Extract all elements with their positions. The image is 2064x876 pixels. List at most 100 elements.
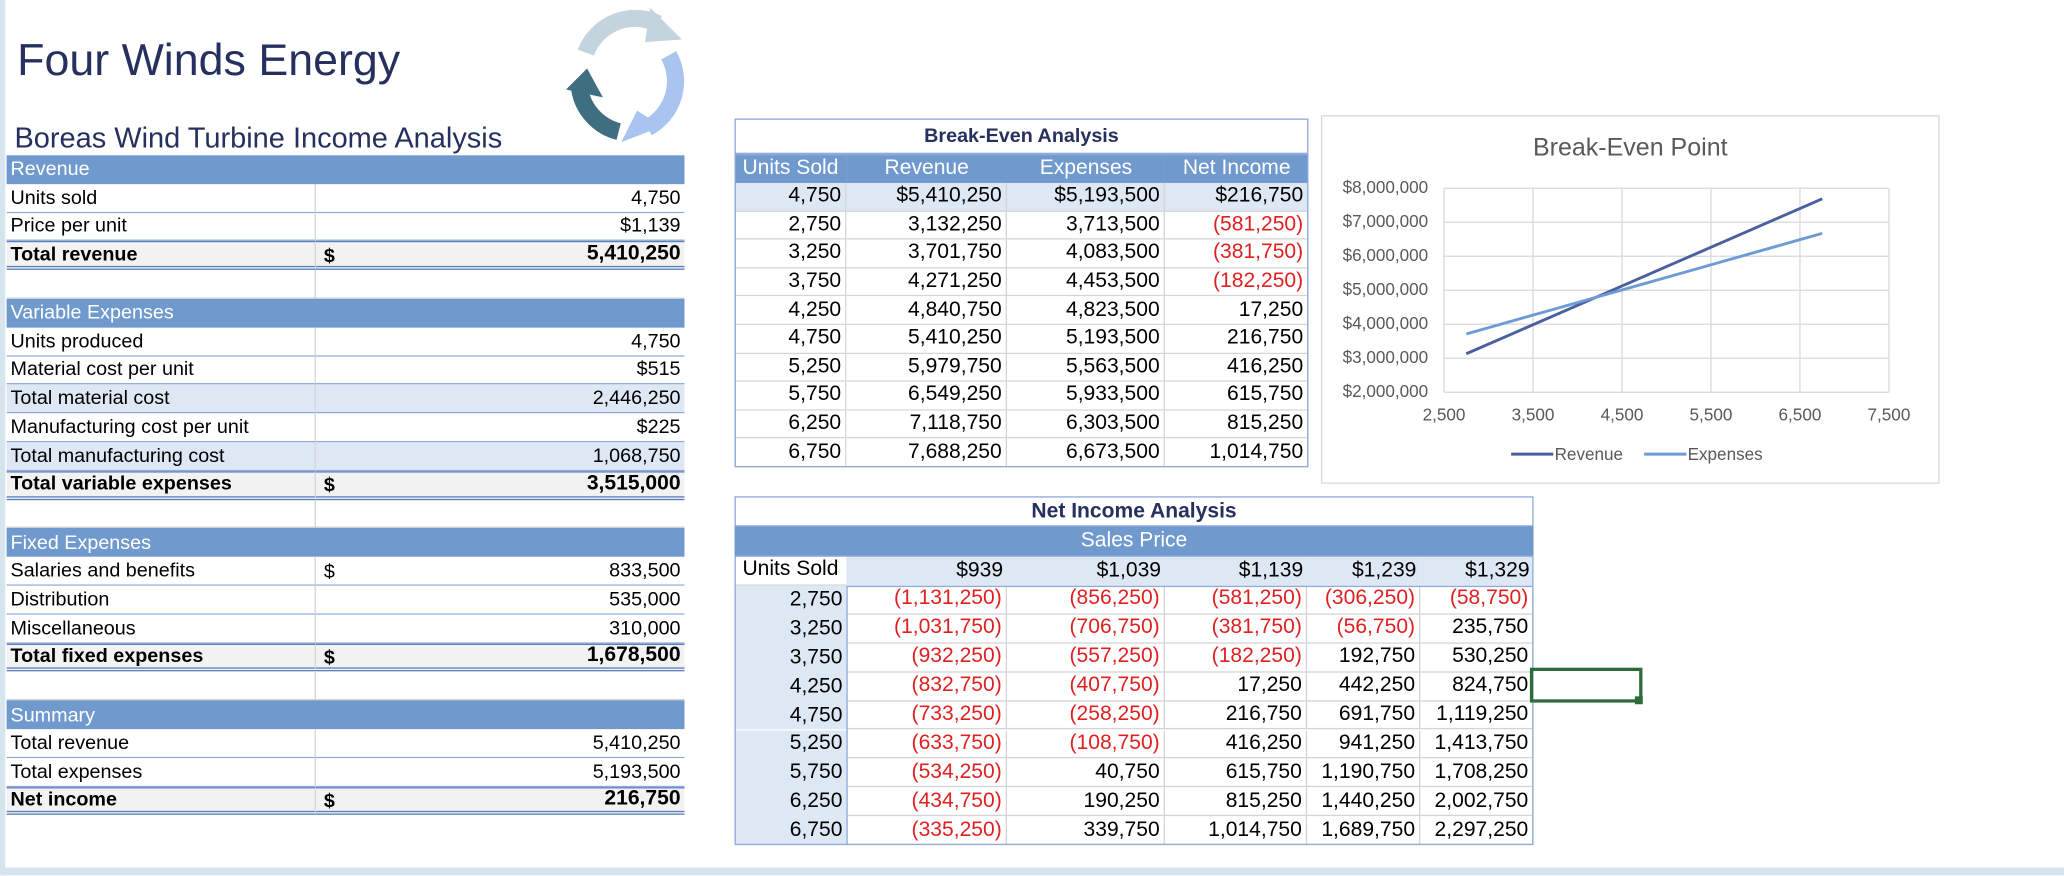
section-header: Variable Expenses	[6, 298, 685, 328]
table-cell: (932,250)	[846, 643, 1007, 673]
row-value: 5,410,250	[315, 241, 685, 271]
row-value: 2,446,250	[315, 384, 685, 414]
table-cell: 6,673,500	[1006, 438, 1165, 468]
table-cell: 416,250	[1164, 729, 1308, 759]
table-cell: 941,250	[1307, 729, 1421, 759]
table-cell: 691,750	[1307, 701, 1421, 730]
x-tick-label: 6,500	[1779, 405, 1822, 424]
table-cell: 3,132,250	[846, 211, 1007, 240]
table-cell: 40,750	[1006, 758, 1165, 788]
row-label: Manufacturing cost per unit	[6, 413, 316, 443]
row-currency: $	[323, 560, 335, 583]
row-label: Distribution	[6, 585, 316, 615]
y-tick-label: $8,000,000	[1343, 178, 1429, 197]
row-label: Total fixed expenses	[6, 643, 316, 672]
row-value: 1,678,500	[315, 643, 685, 672]
table-cell: (557,250)	[1006, 643, 1165, 673]
table-cell: 17,250	[1164, 296, 1309, 326]
y-tick-label: $3,000,000	[1343, 348, 1429, 367]
table-cell: 442,250	[1307, 672, 1421, 702]
x-tick-label: 3,500	[1512, 405, 1555, 424]
cycle-icon	[566, 7, 685, 143]
units-cell: 6,750	[734, 816, 847, 846]
table-cell: 216,750	[1164, 325, 1309, 354]
price-header: $1,239	[1307, 555, 1421, 586]
legend-label: Revenue	[1555, 445, 1623, 464]
table-cell: 7,688,250	[846, 438, 1007, 468]
table-cell: (182,250)	[1164, 643, 1308, 673]
corner-header: Units Sold	[734, 555, 847, 586]
units-cell: 4,750	[734, 701, 847, 730]
row-label: Units produced	[6, 327, 316, 357]
x-tick-label: 7,500	[1868, 405, 1911, 424]
row-value: 833,500	[315, 557, 685, 586]
table-cell: (407,750)	[1006, 672, 1165, 702]
column-header: Units Sold	[734, 154, 847, 183]
table-cell: (434,750)	[846, 787, 1007, 817]
table-cell: (108,750)	[1006, 729, 1165, 759]
frame-bottom	[0, 867, 2064, 876]
title: Four Winds Energy	[17, 35, 401, 86]
row-value: 310,000	[315, 614, 685, 644]
table-cell: 416,250	[1164, 353, 1309, 382]
row-label: Total revenue	[6, 729, 316, 758]
row-label: Net income	[6, 786, 316, 816]
table-cell: 5,933,500	[1006, 381, 1165, 411]
x-tick-label: 4,500	[1601, 405, 1644, 424]
row-label: Salaries and benefits	[6, 557, 316, 586]
legend-label: Expenses	[1688, 445, 1763, 464]
selected-cell	[1529, 667, 1643, 703]
series-line	[1465, 231, 1823, 336]
table-cell: 4,823,500	[1006, 296, 1165, 326]
section-header: Summary	[6, 700, 685, 730]
row-value: 5,410,250	[315, 729, 685, 758]
fill-handle	[1634, 696, 1643, 705]
table-cell: (258,250)	[1006, 701, 1165, 730]
table-cell: 4,250	[734, 296, 847, 326]
units-cell: 3,750	[734, 643, 847, 673]
table-cell: 4,840,750	[846, 296, 1007, 326]
blank-row	[6, 672, 685, 701]
table-cell: $5,410,250	[846, 182, 1007, 212]
table-cell: 4,453,500	[1006, 268, 1165, 297]
section-header: Fixed Expenses	[6, 528, 685, 558]
row-currency: $	[323, 646, 335, 669]
table-cell: 5,410,250	[846, 325, 1007, 354]
table-border	[734, 154, 1309, 468]
y-tick-label: $4,000,000	[1343, 314, 1429, 333]
table-cell: (1,031,750)	[846, 614, 1007, 644]
blank-divider	[7, 499, 316, 529]
table-cell: 5,250	[734, 353, 847, 382]
y-tick-label: $2,000,000	[1343, 382, 1429, 401]
table-cell: 6,549,250	[846, 381, 1007, 411]
table-cell: (381,750)	[1164, 239, 1309, 269]
table-cell: (733,250)	[846, 701, 1007, 730]
units-cell: 5,750	[734, 758, 847, 788]
table-cell: $5,193,500	[1006, 182, 1165, 212]
row-label: Material cost per unit	[6, 356, 316, 385]
table-cell: (832,750)	[846, 672, 1007, 702]
column-header: Revenue	[846, 154, 1007, 183]
table-cell: 7,118,750	[846, 410, 1007, 439]
table-title: Net Income Analysis	[734, 496, 1534, 527]
row-label: Miscellaneous	[6, 614, 316, 644]
table-cell: (633,750)	[846, 729, 1007, 759]
table-cell: 2,750	[734, 211, 847, 240]
row-value: $1,139	[315, 212, 685, 242]
table-cell: (581,250)	[1164, 585, 1308, 615]
table-cell: 815,250	[1164, 787, 1308, 817]
table-title: Break-Even Analysis	[734, 118, 1309, 155]
units-cell: 6,250	[734, 787, 847, 817]
units-cell: 2,750	[734, 585, 847, 615]
row-currency: $	[323, 474, 335, 497]
table-cell: 4,271,250	[846, 268, 1007, 297]
table-cell: (381,750)	[1164, 614, 1308, 644]
table-cell: 216,750	[1164, 701, 1308, 730]
table-cell: (534,250)	[846, 758, 1007, 788]
blank-row	[6, 270, 685, 299]
row-label: Total variable expenses	[6, 470, 316, 500]
row-label: Total expenses	[6, 757, 316, 787]
section-header: Revenue	[6, 155, 685, 185]
y-tick-label: $5,000,000	[1343, 280, 1429, 299]
y-tick-label: $7,000,000	[1343, 212, 1429, 231]
